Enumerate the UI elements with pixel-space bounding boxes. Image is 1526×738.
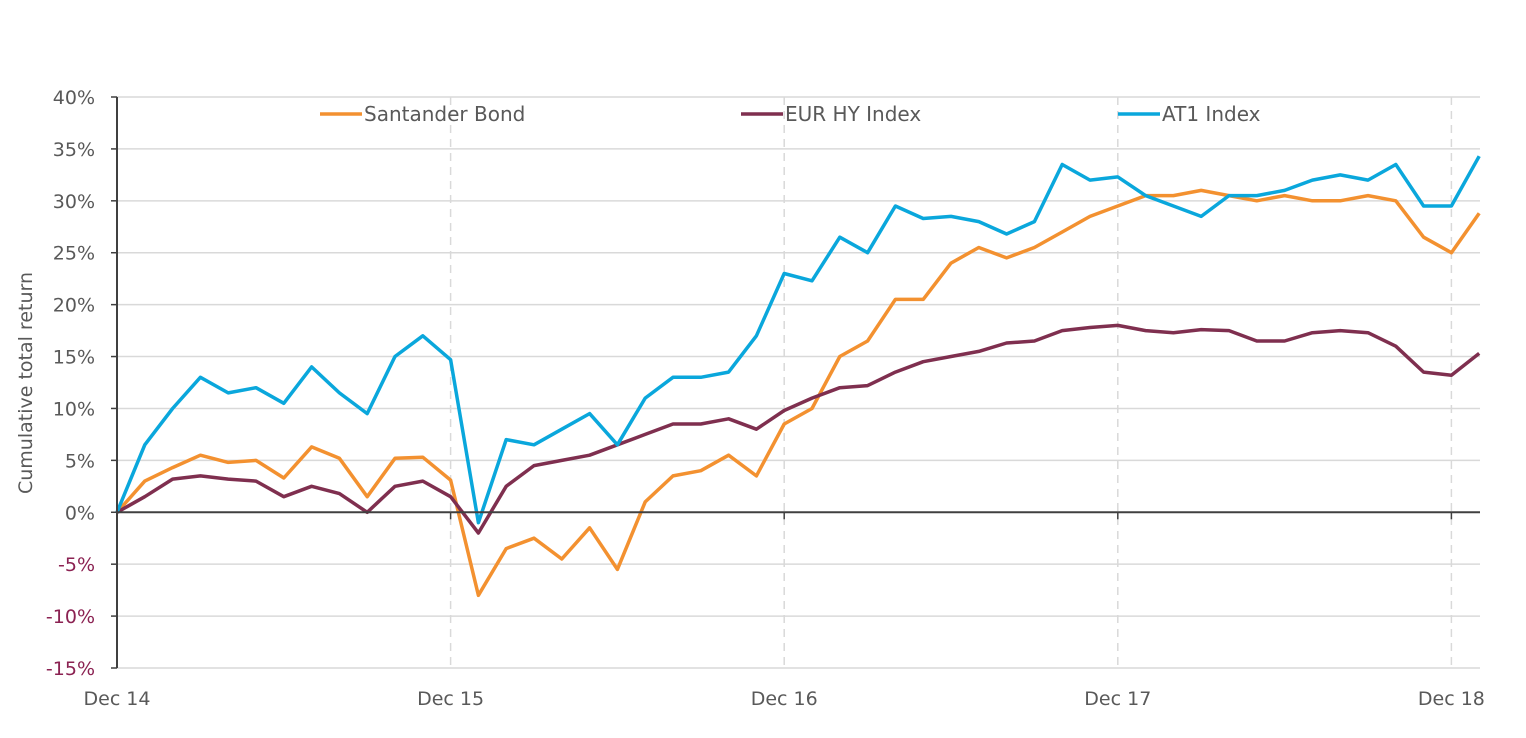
y-tick-label: 10% xyxy=(53,398,95,420)
x-tick-labels: Dec 14 Dec 15 Dec 16 Dec 17 Dec 18 xyxy=(84,688,1485,710)
x-tick-label: Dec 15 xyxy=(417,688,484,710)
y-tick-label: 20% xyxy=(53,295,95,317)
y-tick-label: 5% xyxy=(65,450,95,472)
legend-label: AT1 Index xyxy=(1162,102,1261,126)
x-tick-label: Dec 17 xyxy=(1084,688,1151,710)
y-tick-label: 25% xyxy=(53,243,95,265)
y-tick-label: -5% xyxy=(58,554,95,576)
y-tick-label: 35% xyxy=(53,139,95,161)
gridlines xyxy=(117,96,1480,669)
y-tick-label: 40% xyxy=(53,87,95,109)
y-tick-label: 15% xyxy=(53,347,95,369)
y-tick-label: 30% xyxy=(53,191,95,213)
y-tick-label: -10% xyxy=(46,606,95,628)
y-tick-label: -15% xyxy=(46,658,95,680)
legend: Santander Bond EUR HY Index AT1 Index xyxy=(320,102,1261,126)
x-tick-label: Dec 16 xyxy=(751,688,818,710)
axes xyxy=(111,96,1480,669)
year-dashed-lines xyxy=(449,97,1453,668)
series-line-eur-hy-index xyxy=(116,323,1481,535)
series-line-santander-bond xyxy=(115,188,1481,598)
series-line-at1-index xyxy=(115,155,1481,525)
y-tick-labels: -15% -10% -5% 0% 5% 10% 15% 20% 25% 30% 35% 40% xyxy=(46,87,95,680)
x-tick-label: Dec 18 xyxy=(1418,688,1485,710)
y-axis-label: Cumulative total return xyxy=(15,272,37,494)
x-tick-label: Dec 14 xyxy=(84,688,151,710)
legend-label: EUR HY Index xyxy=(785,102,921,126)
y-tick-label: 0% xyxy=(65,502,95,524)
series-lines xyxy=(115,155,1481,598)
legend-label: Santander Bond xyxy=(364,102,525,126)
